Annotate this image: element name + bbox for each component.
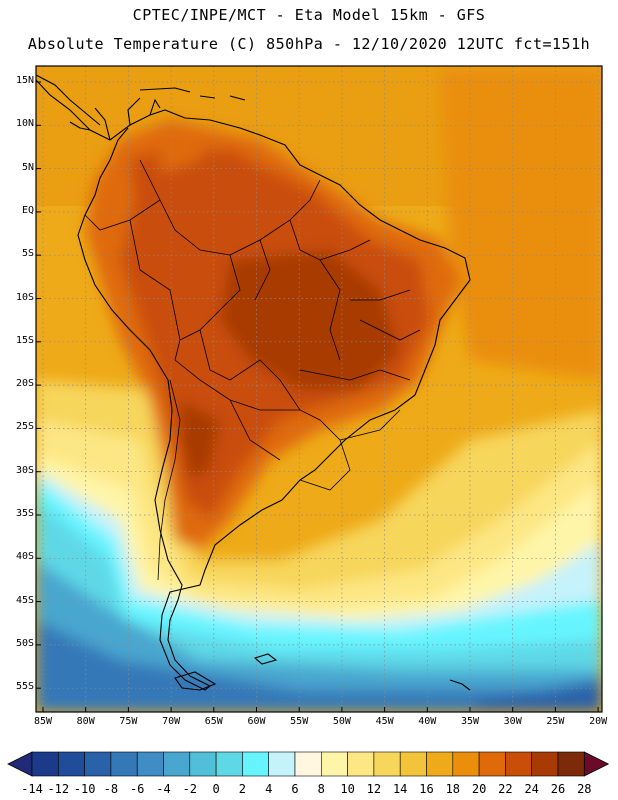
colorbar-swatch	[110, 751, 138, 777]
longitude-label: 70W	[162, 716, 181, 727]
colorbar-swatch	[373, 751, 401, 777]
colorbar-label: -12	[47, 782, 70, 796]
colorbar-label: -10	[73, 782, 96, 796]
colorbar-swatch	[294, 751, 322, 777]
colorbar-swatch	[426, 751, 454, 777]
latitude-label: 25S	[15, 421, 34, 433]
colorbar-label: 2	[238, 782, 246, 796]
colorbar-label: 8	[317, 782, 325, 796]
colorbar-label: 12	[366, 782, 382, 796]
longitude-label: 60W	[247, 716, 266, 727]
longitude-label: 35W	[460, 716, 480, 727]
latitude-label: 55S	[15, 681, 34, 693]
map-title-line-2: Absolute Temperature (C) 850hPa - 12/10/…	[27, 35, 591, 53]
longitude-label: 80W	[76, 716, 95, 727]
colorbar-swatch	[452, 751, 480, 777]
colorbar-swatch	[31, 751, 59, 777]
temperature-field	[36, 66, 602, 712]
colorbar-label: -2	[182, 782, 198, 796]
latitude-label: 5S	[21, 248, 34, 260]
colorbar-label: -8	[103, 782, 119, 796]
colorbar-swatch	[57, 751, 85, 777]
map-title-line-1: CPTEC/INPE/MCT - Eta Model 15km - GFS	[132, 6, 486, 24]
colorbar-label: 16	[419, 782, 434, 796]
latitude-label: 30S	[15, 464, 34, 476]
latitude-label: 15N	[15, 75, 34, 86]
colorbar-swatch	[215, 751, 243, 777]
colorbar-label: -6	[129, 782, 145, 796]
longitude-label: 40W	[418, 716, 437, 727]
latitude-label: 40S	[15, 551, 34, 563]
colorbar-swatch	[347, 751, 375, 777]
colorbar-label: 18	[445, 782, 461, 796]
colorbar-swatch	[136, 751, 164, 777]
longitude-label: 75W	[119, 716, 138, 727]
latitude-label: 5N	[21, 161, 34, 173]
colorbar-high-arrow	[583, 751, 610, 777]
colorbar-label: 26	[550, 782, 566, 796]
longitude-label: 45W	[375, 716, 394, 727]
colorbar-label: 4	[265, 782, 273, 796]
longitude-label: 20W	[589, 716, 608, 727]
longitude-label: 55W	[290, 716, 309, 727]
latitude-label: EQ	[21, 204, 34, 216]
colorbar-label: -4	[156, 782, 171, 796]
colorbar-label: -14	[21, 782, 43, 796]
colorbar-swatch	[399, 751, 427, 777]
colorbar	[7, 751, 610, 777]
latitude-label: 50S	[15, 637, 34, 649]
longitude-label: 85W	[33, 716, 53, 727]
latitude-label: 20S	[15, 378, 34, 390]
latitude-label: 45S	[15, 594, 34, 606]
colorbar-swatch	[189, 751, 217, 777]
colorbar-swatch	[268, 751, 296, 777]
latitude-label: 15S	[15, 334, 34, 346]
axis-ticks	[36, 81, 599, 712]
colorbar-swatch	[557, 751, 585, 777]
country-borders	[84, 159, 421, 581]
colorbar-label: 6	[291, 782, 299, 796]
colorbar-swatch	[84, 751, 112, 777]
latitude-label: 10S	[15, 291, 34, 303]
colorbar-swatch	[242, 751, 269, 777]
colorbar-swatch	[531, 751, 559, 777]
colorbar-swatch	[478, 751, 506, 777]
colorbar-label: 0	[212, 782, 220, 796]
longitude-label: 30W	[503, 716, 522, 727]
longitude-label: 65W	[204, 716, 223, 727]
colorbar-swatch	[320, 751, 348, 777]
colorbar-low-arrow	[7, 751, 33, 777]
colorbar-label: 20	[471, 782, 487, 796]
colorbar-label: 14	[392, 782, 408, 796]
longitude-label: 50W	[332, 716, 351, 727]
map-frame	[35, 65, 603, 713]
colorbar-swatch	[505, 751, 532, 777]
colorbar-swatch	[163, 751, 191, 777]
coastline	[35, 74, 471, 691]
colorbar-label: 24	[524, 782, 539, 796]
latitude-label: 10N	[15, 118, 34, 130]
colorbar-label: 10	[340, 782, 355, 796]
colorbar-label: 28	[577, 782, 592, 796]
longitude-label: 25W	[546, 716, 565, 727]
latitude-label: 35S	[15, 508, 34, 519]
colorbar-label: 22	[498, 782, 513, 796]
